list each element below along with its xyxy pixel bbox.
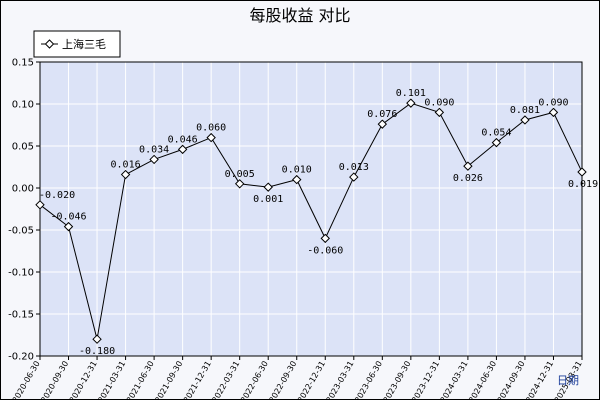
data-label: 0.046	[168, 134, 198, 145]
data-point	[177, 144, 188, 155]
data-point	[35, 200, 45, 210]
grid-lines	[39, 61, 583, 357]
data-label: 0.005	[225, 169, 255, 180]
y-tick-label: 0.10	[12, 100, 34, 111]
data-label: 0.081	[510, 105, 540, 116]
data-point	[63, 221, 74, 232]
data-label: 0.026	[453, 173, 483, 184]
data-point	[491, 137, 502, 148]
y-axis: 0.15 0.10 0.05 0.00 -0.05 -0.10 -0.15 -0.20	[8, 58, 40, 363]
data-point	[548, 107, 559, 118]
data-point	[434, 107, 445, 118]
data-point	[349, 172, 359, 182]
chart-title: 每股收益 对比	[249, 6, 350, 25]
x-tick-label: 2021-03-31	[96, 360, 127, 400]
x-tick-label: 2020-12-31	[68, 360, 99, 400]
y-tick-label: -0.20	[8, 352, 34, 363]
data-label: -0.020	[39, 190, 75, 201]
data-label: -0.060	[307, 245, 343, 256]
x-tick-label: 2021-06-30	[125, 360, 156, 400]
x-tick-label: 2024-09-30	[496, 360, 527, 400]
y-tick-label: 0.00	[12, 184, 34, 195]
x-axis-label: 日期	[557, 374, 579, 387]
data-point	[463, 161, 473, 171]
x-tick-label: 2024-12-31	[524, 360, 555, 400]
data-point	[263, 182, 273, 192]
y-tick-label: -0.15	[8, 310, 34, 321]
data-point	[377, 119, 388, 129]
legend-diamond-marker	[44, 39, 55, 49]
x-axis: 2020-06-302020-09-302020-12-312021-03-31…	[11, 356, 584, 400]
data-point	[120, 169, 131, 180]
data-label: 0.090	[424, 97, 454, 108]
series-line	[39, 102, 583, 340]
data-point	[406, 98, 416, 108]
data-point	[234, 179, 245, 189]
data-label: 0.090	[538, 97, 568, 108]
x-tick-label: 2023-12-31	[410, 360, 441, 400]
x-tick-label: 2023-06-30	[353, 360, 384, 400]
data-label: -0.046	[50, 212, 86, 223]
x-tick-label: 2023-03-31	[324, 360, 355, 400]
data-point	[577, 167, 587, 177]
data-point	[206, 132, 216, 143]
y-tick-label: -0.05	[8, 226, 34, 237]
legend: 上海三毛	[33, 30, 121, 58]
data-label: 0.019	[568, 179, 598, 190]
data-point	[149, 154, 159, 165]
x-tick-label: 2022-09-30	[267, 360, 298, 400]
x-tick-label: 2022-03-31	[210, 360, 241, 400]
x-tick-label: 2022-06-30	[239, 360, 270, 400]
data-label: 0.016	[111, 160, 141, 171]
data-point	[320, 233, 330, 244]
data-label: -0.180	[79, 346, 115, 357]
y-tick-label: -0.10	[8, 268, 34, 279]
data-point	[292, 174, 302, 185]
x-tick-label: 2020-06-30	[11, 360, 42, 400]
legend-label: 上海三毛	[62, 37, 106, 51]
y-tick-label: 0.15	[12, 58, 34, 69]
x-tick-label: 2023-09-30	[382, 360, 413, 400]
data-label: 0.034	[139, 144, 169, 155]
data-point	[92, 334, 102, 344]
data-label: 0.076	[367, 109, 397, 120]
data-label: 0.013	[339, 162, 369, 173]
data-label: 0.010	[282, 165, 312, 176]
x-tick-label: 2024-06-30	[467, 359, 498, 400]
x-tick-label: 2021-12-31	[182, 360, 213, 400]
data-point	[520, 115, 530, 125]
data-label: 0.101	[396, 88, 426, 99]
x-tick-label: 2024-03-31	[439, 360, 470, 400]
x-tick-label: 2022-12-31	[296, 360, 327, 400]
data-label: 0.060	[196, 123, 226, 134]
data-label: 0.054	[481, 128, 511, 139]
x-tick-label: 2020-09-30	[39, 360, 70, 400]
data-label: 0.001	[253, 194, 283, 205]
x-tick-label: 2021-09-30	[153, 360, 184, 400]
y-tick-label: 0.05	[12, 142, 34, 153]
